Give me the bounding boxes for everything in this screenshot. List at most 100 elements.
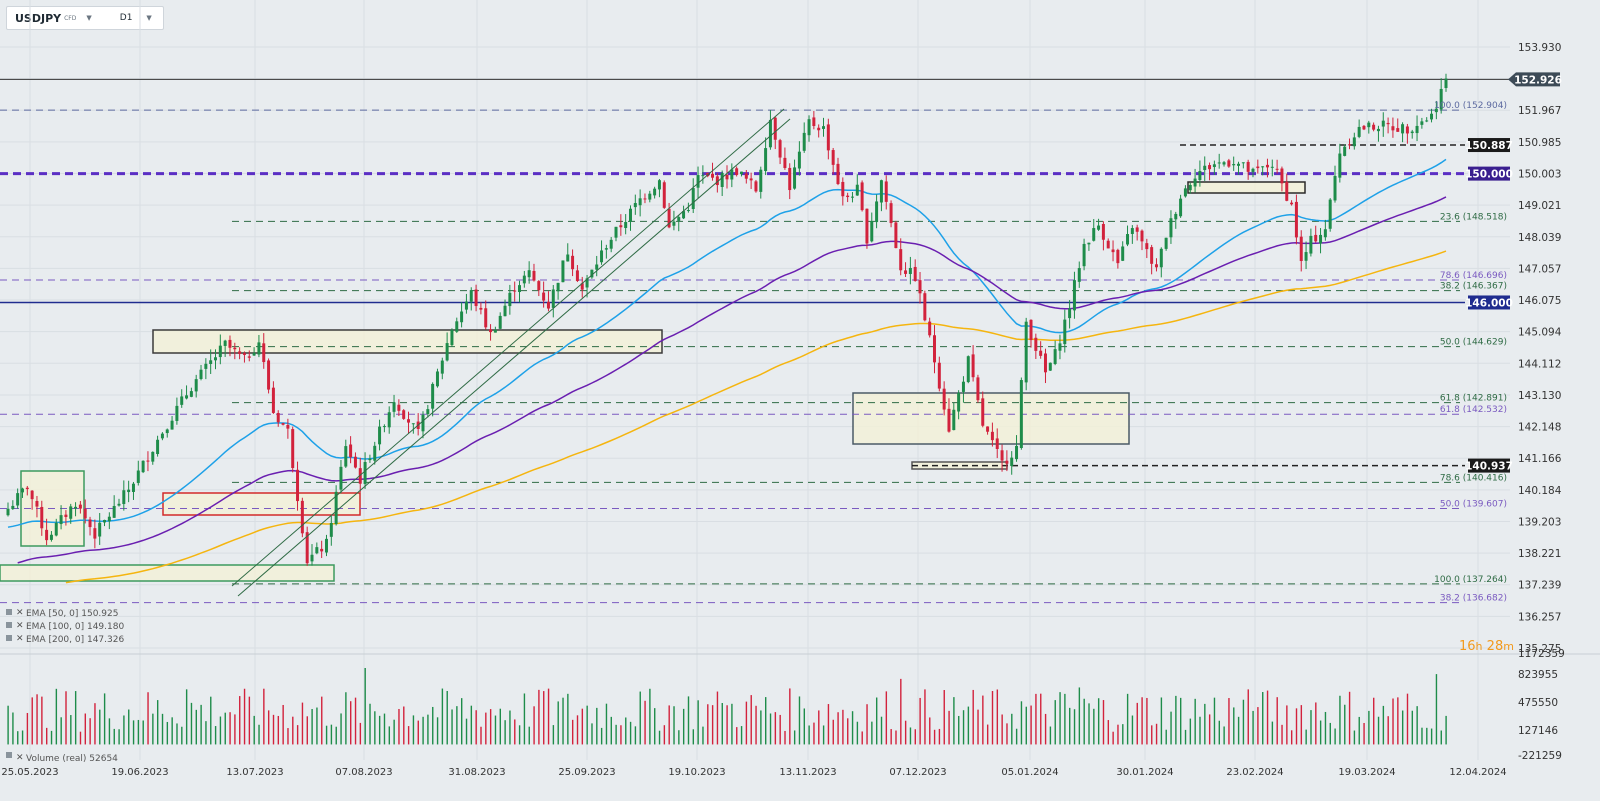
candle[interactable] xyxy=(484,300,488,330)
candle[interactable] xyxy=(754,179,758,193)
candle[interactable] xyxy=(1381,112,1385,137)
candle[interactable] xyxy=(493,326,497,333)
candle[interactable] xyxy=(759,166,763,199)
candle[interactable] xyxy=(894,220,898,249)
candle[interactable] xyxy=(788,163,792,200)
candle[interactable] xyxy=(1169,210,1173,244)
candle[interactable] xyxy=(822,117,826,137)
candle[interactable] xyxy=(402,409,406,420)
candle[interactable] xyxy=(1439,78,1443,114)
candle[interactable] xyxy=(1058,334,1062,360)
candle[interactable] xyxy=(783,147,787,170)
timeframe-selector[interactable]: D1 xyxy=(119,13,133,23)
candle[interactable] xyxy=(1015,435,1019,462)
candle[interactable] xyxy=(107,512,111,530)
candle[interactable] xyxy=(1116,248,1120,269)
candle[interactable] xyxy=(846,192,850,203)
candle[interactable] xyxy=(1299,230,1303,272)
candle[interactable] xyxy=(1010,451,1014,475)
candle[interactable] xyxy=(382,424,386,433)
candle[interactable] xyxy=(296,461,300,511)
candle[interactable] xyxy=(310,544,314,566)
candle[interactable] xyxy=(773,116,777,150)
candle[interactable] xyxy=(151,451,155,465)
candle[interactable] xyxy=(1280,166,1284,192)
candle[interactable] xyxy=(426,404,430,418)
candle[interactable] xyxy=(1005,450,1009,472)
candle[interactable] xyxy=(98,513,102,545)
candle[interactable] xyxy=(1434,100,1438,120)
candle[interactable] xyxy=(1203,156,1207,181)
candle[interactable] xyxy=(990,422,994,447)
candle[interactable] xyxy=(1338,143,1342,183)
candle[interactable] xyxy=(1410,129,1414,139)
candle[interactable] xyxy=(793,159,797,190)
candle[interactable] xyxy=(720,170,724,197)
candle[interactable] xyxy=(638,189,642,217)
candle[interactable] xyxy=(300,497,304,538)
candle[interactable] xyxy=(657,179,661,198)
candle[interactable] xyxy=(286,418,290,439)
candle[interactable] xyxy=(961,376,965,403)
candle[interactable] xyxy=(334,485,338,526)
candle[interactable] xyxy=(1053,340,1057,366)
candle[interactable] xyxy=(957,390,961,420)
candle[interactable] xyxy=(1154,258,1158,272)
legend-close-icon[interactable]: ✕ xyxy=(16,621,24,631)
candle[interactable] xyxy=(870,212,874,243)
candle[interactable] xyxy=(1174,211,1178,229)
candle[interactable] xyxy=(170,416,174,430)
candle[interactable] xyxy=(1126,225,1130,247)
candle[interactable] xyxy=(1193,168,1197,193)
candle[interactable] xyxy=(6,502,10,517)
candle[interactable] xyxy=(1130,225,1134,244)
candle[interactable] xyxy=(320,540,324,559)
candle[interactable] xyxy=(513,281,517,302)
candle[interactable] xyxy=(551,285,555,318)
candle[interactable] xyxy=(11,500,15,510)
candle[interactable] xyxy=(1425,117,1429,123)
candle[interactable] xyxy=(937,356,941,392)
candle[interactable] xyxy=(1401,122,1405,143)
candle[interactable] xyxy=(595,255,599,277)
candle[interactable] xyxy=(175,397,179,425)
candle[interactable] xyxy=(131,481,135,500)
candle[interactable] xyxy=(93,519,97,549)
legend-ema100[interactable]: ✕ EMA [100, 0] 149.180 xyxy=(6,621,124,632)
timeframe-chevron-down-icon[interactable]: ▼ xyxy=(146,14,152,22)
legend-toggle-icon[interactable] xyxy=(6,622,12,628)
candle[interactable] xyxy=(1251,167,1255,178)
candle[interactable] xyxy=(1333,165,1337,203)
symbol-selector[interactable]: USDJPY CFD ▼ D1 ▼ xyxy=(6,6,164,30)
candle[interactable] xyxy=(1072,271,1076,319)
candle[interactable] xyxy=(252,347,256,356)
candle[interactable] xyxy=(45,518,49,546)
candle[interactable] xyxy=(904,262,908,277)
candle[interactable] xyxy=(218,334,222,365)
candle[interactable] xyxy=(185,385,189,400)
candle[interactable] xyxy=(117,498,121,507)
candle[interactable] xyxy=(209,349,213,374)
candle[interactable] xyxy=(1043,348,1047,384)
candle[interactable] xyxy=(267,358,271,394)
candle[interactable] xyxy=(54,518,58,537)
candle[interactable] xyxy=(971,345,975,382)
candle[interactable] xyxy=(556,282,560,300)
candle[interactable] xyxy=(527,261,531,284)
candle[interactable] xyxy=(20,487,24,498)
candle[interactable] xyxy=(1362,124,1366,131)
candle[interactable] xyxy=(1420,117,1424,129)
candle[interactable] xyxy=(223,339,227,357)
candle[interactable] xyxy=(952,402,956,431)
candle[interactable] xyxy=(1367,120,1371,134)
candle[interactable] xyxy=(981,391,985,428)
candle[interactable] xyxy=(464,293,468,314)
candle[interactable] xyxy=(566,243,570,262)
candle[interactable] xyxy=(1039,341,1043,359)
candle[interactable] xyxy=(860,180,864,212)
candle[interactable] xyxy=(421,411,425,439)
candle[interactable] xyxy=(122,480,126,511)
candle[interactable] xyxy=(262,333,266,369)
candle[interactable] xyxy=(59,505,63,530)
candle[interactable] xyxy=(1135,224,1139,241)
